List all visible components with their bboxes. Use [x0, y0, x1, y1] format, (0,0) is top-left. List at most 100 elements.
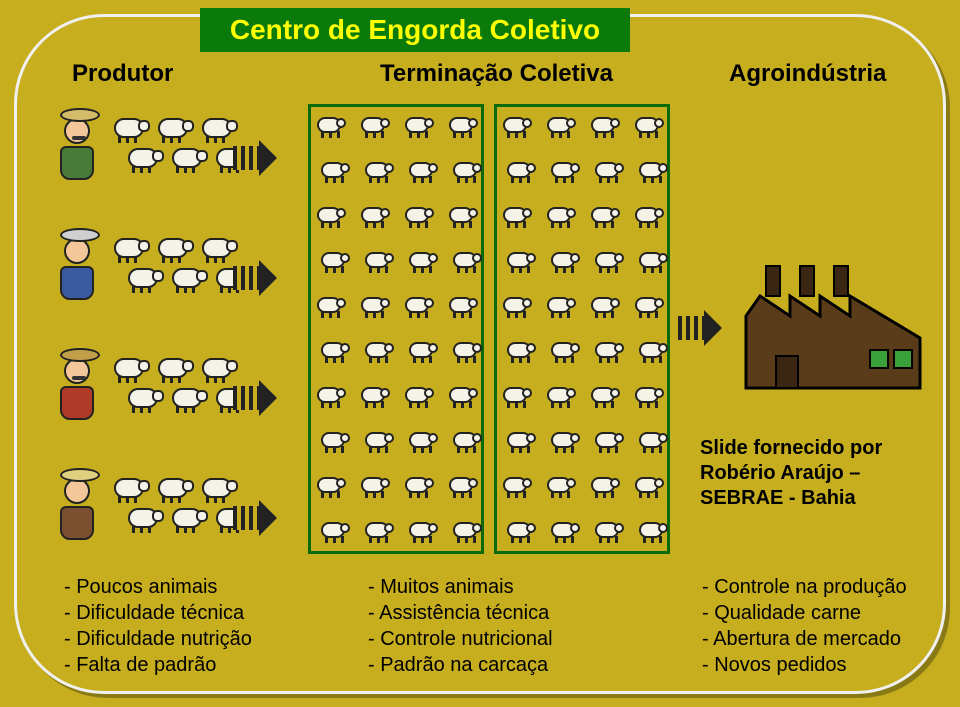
sheep-icon — [447, 113, 475, 135]
bullet-item: - Falta de padrão — [64, 652, 252, 678]
sheep-icon — [447, 473, 475, 495]
sheep-icon — [315, 383, 343, 405]
sheep-icon — [407, 158, 435, 180]
sheep-icon — [633, 203, 661, 225]
sheep-icon — [447, 203, 475, 225]
farmer-icon — [54, 118, 100, 188]
arrow-icon — [233, 140, 283, 176]
sheep-icon — [403, 473, 431, 495]
collective-pen — [494, 104, 670, 554]
sheep-icon — [126, 264, 160, 290]
sheep-icon — [545, 113, 573, 135]
sheep-icon — [403, 113, 431, 135]
sheep-icon — [156, 234, 190, 260]
credit-line: SEBRAE - Bahia — [700, 486, 930, 511]
sheep-icon — [589, 293, 617, 315]
sheep-icon — [363, 338, 391, 360]
sheep-icon — [403, 383, 431, 405]
sheep-icon — [589, 473, 617, 495]
bullet-item: - Dificuldade técnica — [64, 600, 252, 626]
bullet-item: - Muitos animais — [368, 574, 553, 600]
sheep-icon — [545, 473, 573, 495]
sheep-icon — [501, 293, 529, 315]
sheep-icon — [359, 473, 387, 495]
sheep-icon — [593, 248, 621, 270]
sheep-icon — [319, 518, 347, 540]
sheep-icon — [451, 518, 479, 540]
column-heading-terminacao: Terminação Coletiva — [380, 60, 613, 88]
sheep-icon — [315, 293, 343, 315]
sheep-icon — [593, 338, 621, 360]
column-heading-agroindustria: Agroindústria — [729, 60, 886, 88]
sheep-icon — [403, 293, 431, 315]
sheep-icon — [126, 384, 160, 410]
sheep-icon — [505, 518, 533, 540]
bullet-item: - Controle nutricional — [368, 626, 553, 652]
sheep-icon — [501, 383, 529, 405]
sheep-icon — [200, 474, 234, 500]
title-bar: Centro de Engorda Coletivo — [200, 8, 630, 52]
bullet-item: - Assistência técnica — [368, 600, 553, 626]
sheep-icon — [170, 144, 204, 170]
credit-line: Slide fornecido por — [700, 436, 930, 461]
sheep-icon — [200, 234, 234, 260]
credit-line: Robério Araújo – — [700, 461, 930, 486]
sheep-icon — [637, 338, 665, 360]
sheep-icon — [451, 158, 479, 180]
sheep-icon — [545, 293, 573, 315]
sheep-icon — [549, 158, 577, 180]
arrow-icon — [233, 260, 283, 296]
sheep-icon — [545, 203, 573, 225]
sheep-icon — [112, 354, 146, 380]
farmer-icon — [54, 358, 100, 428]
sheep-icon — [549, 248, 577, 270]
sheep-icon — [407, 428, 435, 450]
sheep-icon — [156, 474, 190, 500]
sheep-icon — [407, 518, 435, 540]
sheep-icon — [407, 248, 435, 270]
factory-icon — [736, 258, 924, 394]
sheep-icon — [126, 504, 160, 530]
sheep-icon — [170, 264, 204, 290]
sheep-icon — [359, 293, 387, 315]
sheep-icon — [501, 473, 529, 495]
sheep-icon — [451, 338, 479, 360]
sheep-icon — [170, 504, 204, 530]
sheep-icon — [589, 203, 617, 225]
sheep-icon — [633, 383, 661, 405]
sheep-icon — [549, 338, 577, 360]
credit-text: Slide fornecido por Robério Araújo – SEB… — [700, 436, 930, 511]
sheep-icon — [637, 518, 665, 540]
sheep-icon — [359, 113, 387, 135]
sheep-icon — [501, 203, 529, 225]
sheep-icon — [156, 114, 190, 140]
sheep-icon — [637, 428, 665, 450]
sheep-icon — [505, 158, 533, 180]
sheep-icon — [315, 113, 343, 135]
sheep-icon — [593, 428, 621, 450]
sheep-icon — [451, 248, 479, 270]
bullet-item: - Dificuldade nutrição — [64, 626, 252, 652]
bullet-list-terminacao: - Muitos animais - Assistência técnica -… — [368, 574, 553, 678]
sheep-icon — [505, 248, 533, 270]
arrow-icon — [678, 310, 728, 346]
sheep-icon — [451, 428, 479, 450]
sheep-icon — [315, 473, 343, 495]
sheep-icon — [319, 428, 347, 450]
arrow-icon — [233, 380, 283, 416]
sheep-icon — [319, 158, 347, 180]
sheep-icon — [545, 383, 573, 405]
sheep-icon — [363, 158, 391, 180]
collective-pen — [308, 104, 484, 554]
sheep-icon — [549, 518, 577, 540]
sheep-icon — [112, 114, 146, 140]
sheep-icon — [593, 158, 621, 180]
sheep-icon — [589, 113, 617, 135]
bullet-list-produtor: - Poucos animais - Dificuldade técnica -… — [64, 574, 252, 678]
sheep-icon — [319, 338, 347, 360]
sheep-icon — [589, 383, 617, 405]
sheep-icon — [637, 248, 665, 270]
arrow-icon — [233, 500, 283, 536]
sheep-icon — [549, 428, 577, 450]
sheep-icon — [359, 203, 387, 225]
